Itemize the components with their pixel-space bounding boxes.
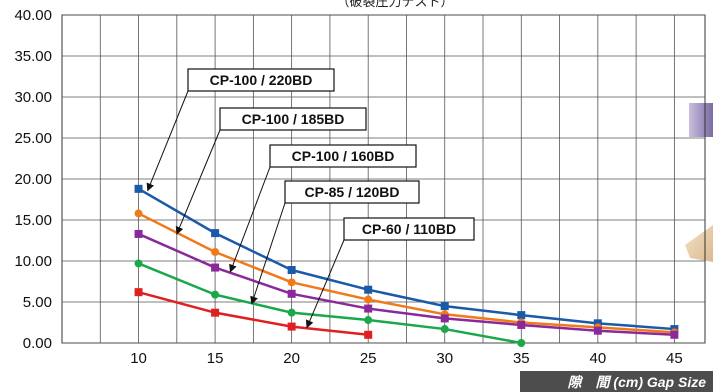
data-point xyxy=(134,259,143,268)
data-point xyxy=(593,319,602,328)
y-tick-label: 10.00 xyxy=(14,253,52,270)
data-point xyxy=(134,288,143,297)
x-tick-label: 15 xyxy=(207,350,224,367)
callout-box xyxy=(284,180,420,204)
series-4 xyxy=(134,259,526,347)
data-point xyxy=(287,266,296,275)
y-tick-label: 30.00 xyxy=(14,89,52,106)
callout: CP-100 / 160BD xyxy=(229,144,417,273)
data-point xyxy=(287,278,296,287)
y-tick-label: 20.00 xyxy=(14,171,52,188)
callout-arrow xyxy=(146,90,189,192)
x-tick-label: 10 xyxy=(130,350,147,367)
y-tick-label: 15.00 xyxy=(14,212,52,229)
data-point xyxy=(517,311,526,320)
data-point xyxy=(517,320,526,329)
x-tick-label: 30 xyxy=(436,350,453,367)
callout-label: CP-100 / 185BD xyxy=(242,111,345,127)
data-point xyxy=(440,302,449,311)
y-tick-label: 0.00 xyxy=(23,335,52,352)
data-point xyxy=(440,314,449,323)
y-tick-label: 35.00 xyxy=(14,48,52,65)
data-point xyxy=(287,289,296,298)
callout: CP-100 / 185BD xyxy=(175,107,367,235)
x-axis-label-bar: 隙 間 (cm) Gap Size xyxy=(520,371,713,392)
series-line xyxy=(138,232,675,337)
callout-label: CP-85 / 120BD xyxy=(305,184,400,200)
callout-layer: CP-100 / 220BD CP-100 / 185BD CP-100 / 160… xyxy=(146,68,475,329)
data-point xyxy=(517,339,526,347)
data-point xyxy=(211,229,220,238)
data-point xyxy=(593,326,602,335)
data-point xyxy=(670,330,679,339)
series-3 xyxy=(134,229,679,339)
callout: CP-100 / 220BD xyxy=(146,68,335,192)
series-layer xyxy=(134,184,679,347)
x-tick-label: 25 xyxy=(360,350,377,367)
callout-arrow xyxy=(250,202,286,305)
callout: CP-60 / 110BD xyxy=(306,217,475,329)
data-point xyxy=(211,290,220,299)
data-point xyxy=(211,263,220,272)
callout-box xyxy=(269,144,417,168)
edge-decoration xyxy=(689,103,713,137)
x-tick-label: 20 xyxy=(283,350,300,367)
data-point xyxy=(211,247,220,256)
data-point xyxy=(364,316,373,325)
data-point xyxy=(211,308,220,317)
callout: CP-85 / 120BD xyxy=(250,180,420,305)
series-line xyxy=(137,212,675,334)
y-tick-label: 25.00 xyxy=(14,130,52,147)
series-line xyxy=(138,290,369,337)
data-point xyxy=(134,229,143,238)
data-point xyxy=(287,308,296,317)
series-line xyxy=(138,262,522,345)
x-axis-label: 隙 間 (cm) Gap Size xyxy=(568,374,707,390)
y-tick-label: 40.00 xyxy=(14,7,52,24)
chart-title: （破裂圧力テスト） xyxy=(336,0,453,9)
x-tick-label: 40 xyxy=(589,350,606,367)
data-point xyxy=(134,209,143,218)
callout-box xyxy=(187,68,335,92)
series-1 xyxy=(134,184,679,334)
data-point xyxy=(364,295,373,304)
series-line xyxy=(137,187,675,331)
y-tick-label: 5.00 xyxy=(23,294,52,311)
data-point xyxy=(440,325,449,334)
y-tick-labels: 0.00 5.00 10.00 15.00 20.00 25.00 30.00 35.00 40… xyxy=(14,7,52,352)
callout-arrow xyxy=(229,166,271,273)
callout-arrow xyxy=(175,129,221,235)
callout-box xyxy=(343,217,475,241)
callout-arrow xyxy=(306,239,345,329)
data-point xyxy=(134,184,143,193)
x-tick-label: 45 xyxy=(666,350,683,367)
callout-box xyxy=(219,107,367,131)
data-point xyxy=(364,304,373,313)
callout-label: CP-60 / 110BD xyxy=(362,221,456,237)
callout-label: CP-100 / 160BD xyxy=(292,148,395,164)
x-tick-label: 35 xyxy=(513,350,530,367)
data-point xyxy=(364,330,373,339)
edge-paper-decoration xyxy=(685,225,713,262)
series-5 xyxy=(134,288,373,339)
data-point xyxy=(364,285,373,294)
x-tick-labels: 10 15 20 25 30 35 40 45 xyxy=(130,350,683,367)
callout-label: CP-100 / 220BD xyxy=(210,72,313,88)
data-point xyxy=(287,322,296,331)
